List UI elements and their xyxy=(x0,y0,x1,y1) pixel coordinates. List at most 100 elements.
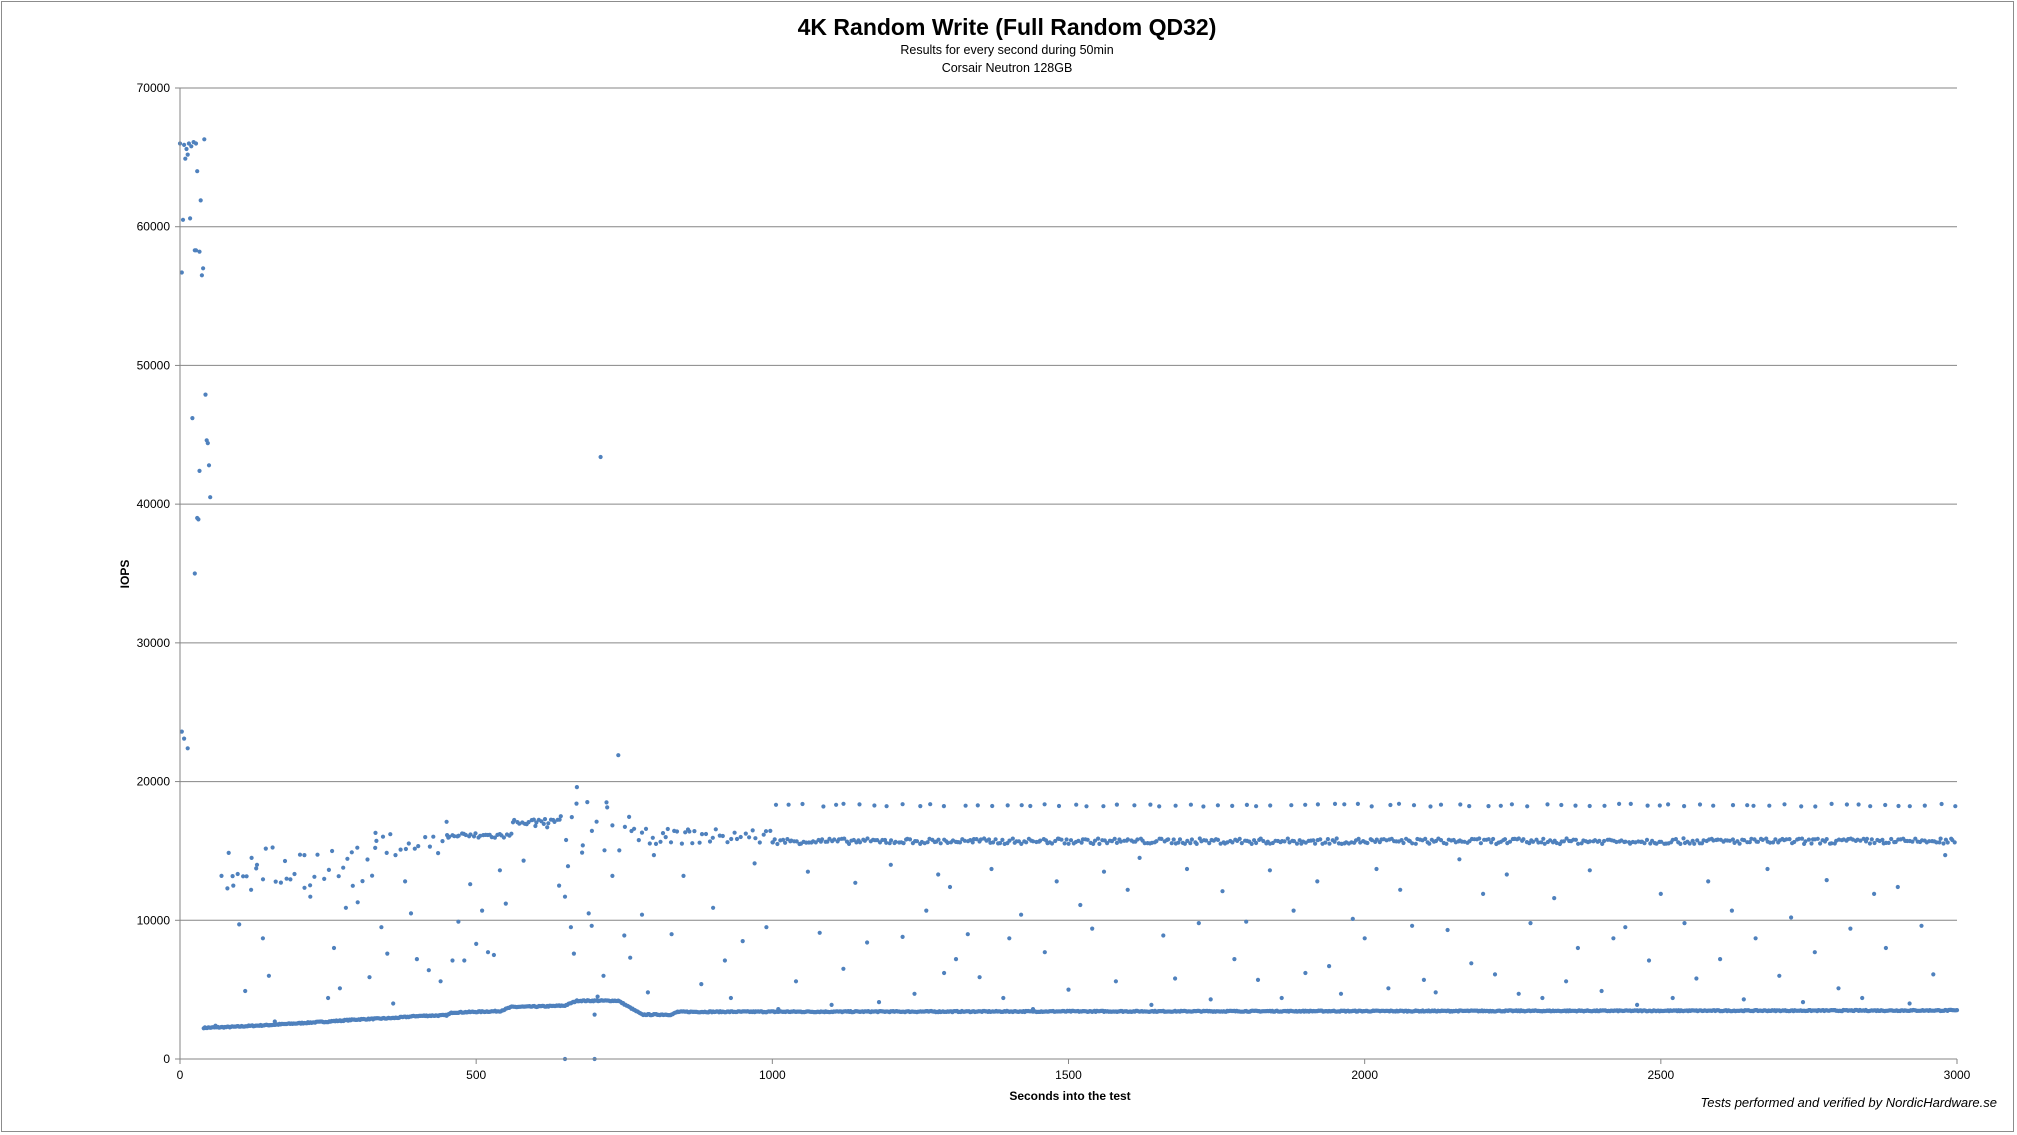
data-point xyxy=(692,829,697,834)
data-point xyxy=(427,844,432,849)
x-tick-label: 2500 xyxy=(1647,1068,1674,1082)
data-point xyxy=(208,495,213,500)
data-point xyxy=(1135,837,1140,842)
data-point xyxy=(841,801,846,806)
data-point xyxy=(1137,855,1142,861)
data-point xyxy=(1469,961,1474,966)
data-point xyxy=(531,817,536,822)
data-point xyxy=(595,994,600,999)
data-point xyxy=(183,156,188,161)
data-point xyxy=(770,840,775,845)
x-axis-label: Seconds into the test xyxy=(1009,1089,1130,1103)
data-point xyxy=(503,901,508,906)
data-point xyxy=(1244,802,1249,808)
data-point xyxy=(604,800,609,805)
data-point xyxy=(1005,803,1010,808)
data-point xyxy=(1539,840,1544,845)
data-point xyxy=(373,845,378,851)
data-point xyxy=(1427,841,1432,846)
y-tick-label: 10000 xyxy=(137,913,171,927)
data-point xyxy=(1628,801,1633,807)
data-point xyxy=(541,821,546,827)
data-point xyxy=(1342,802,1347,807)
data-point xyxy=(1148,802,1153,807)
data-point xyxy=(370,873,375,878)
data-point xyxy=(450,958,455,963)
data-point xyxy=(468,832,473,837)
data-point xyxy=(907,837,913,842)
data-point xyxy=(1829,841,1834,846)
data-point xyxy=(1491,836,1496,842)
data-point xyxy=(1730,803,1736,808)
data-point xyxy=(292,871,297,877)
data-point xyxy=(266,973,271,978)
data-point xyxy=(773,802,779,807)
data-point xyxy=(1792,839,1797,845)
data-point xyxy=(235,871,240,877)
data-point xyxy=(492,835,497,840)
y-tick-label: 30000 xyxy=(137,636,171,650)
data-point xyxy=(1177,837,1183,842)
data-point xyxy=(1149,1002,1154,1008)
data-point xyxy=(1173,976,1178,981)
data-point xyxy=(1953,804,1958,809)
data-point xyxy=(681,873,686,879)
data-point xyxy=(884,840,889,845)
data-point xyxy=(1554,840,1559,846)
data-point xyxy=(1096,836,1101,841)
data-point xyxy=(1659,839,1664,844)
data-point xyxy=(1068,838,1074,843)
data-point xyxy=(243,988,248,994)
data-point xyxy=(1244,919,1249,924)
data-point xyxy=(793,979,799,984)
data-point xyxy=(385,951,390,956)
data-point xyxy=(699,832,705,837)
data-point xyxy=(616,753,621,758)
data-point xyxy=(1007,838,1012,843)
data-point xyxy=(1176,840,1181,845)
data-point xyxy=(1401,840,1406,846)
data-point xyxy=(1945,840,1950,845)
data-point xyxy=(993,837,998,842)
data-point xyxy=(1112,836,1117,842)
data-point xyxy=(1332,839,1337,844)
data-point xyxy=(1812,950,1817,955)
x-tick-label: 3000 xyxy=(1944,1068,1971,1082)
data-point xyxy=(1166,837,1171,842)
data-point xyxy=(463,832,468,838)
data-point xyxy=(1938,836,1943,841)
data-point xyxy=(875,838,880,843)
data-point xyxy=(1374,866,1379,872)
data-point xyxy=(184,146,189,152)
data-point xyxy=(690,841,695,846)
data-point xyxy=(1941,841,1946,846)
data-point xyxy=(1954,1008,1960,1013)
data-point xyxy=(1220,889,1225,894)
data-point xyxy=(1642,841,1647,846)
data-point xyxy=(1602,838,1607,844)
data-point xyxy=(580,850,585,855)
data-point xyxy=(602,848,607,853)
data-point xyxy=(589,828,595,834)
data-point xyxy=(270,845,275,850)
data-point xyxy=(1784,837,1789,842)
data-point xyxy=(628,955,633,960)
data-point xyxy=(876,1000,882,1005)
data-point xyxy=(872,803,877,808)
data-point xyxy=(1895,884,1900,890)
data-point xyxy=(355,900,360,905)
data-point xyxy=(565,864,571,869)
data-point xyxy=(308,883,313,888)
data-point xyxy=(1255,977,1261,983)
data-point xyxy=(1318,837,1323,842)
data-point xyxy=(1755,839,1761,844)
data-point xyxy=(669,932,674,937)
data-point xyxy=(842,836,847,841)
data-point xyxy=(1931,972,1936,977)
data-point xyxy=(182,142,187,147)
data-point xyxy=(398,847,403,852)
data-point xyxy=(753,836,758,841)
data-point xyxy=(1059,837,1064,842)
data-point xyxy=(408,911,414,916)
data-point xyxy=(1564,836,1569,841)
